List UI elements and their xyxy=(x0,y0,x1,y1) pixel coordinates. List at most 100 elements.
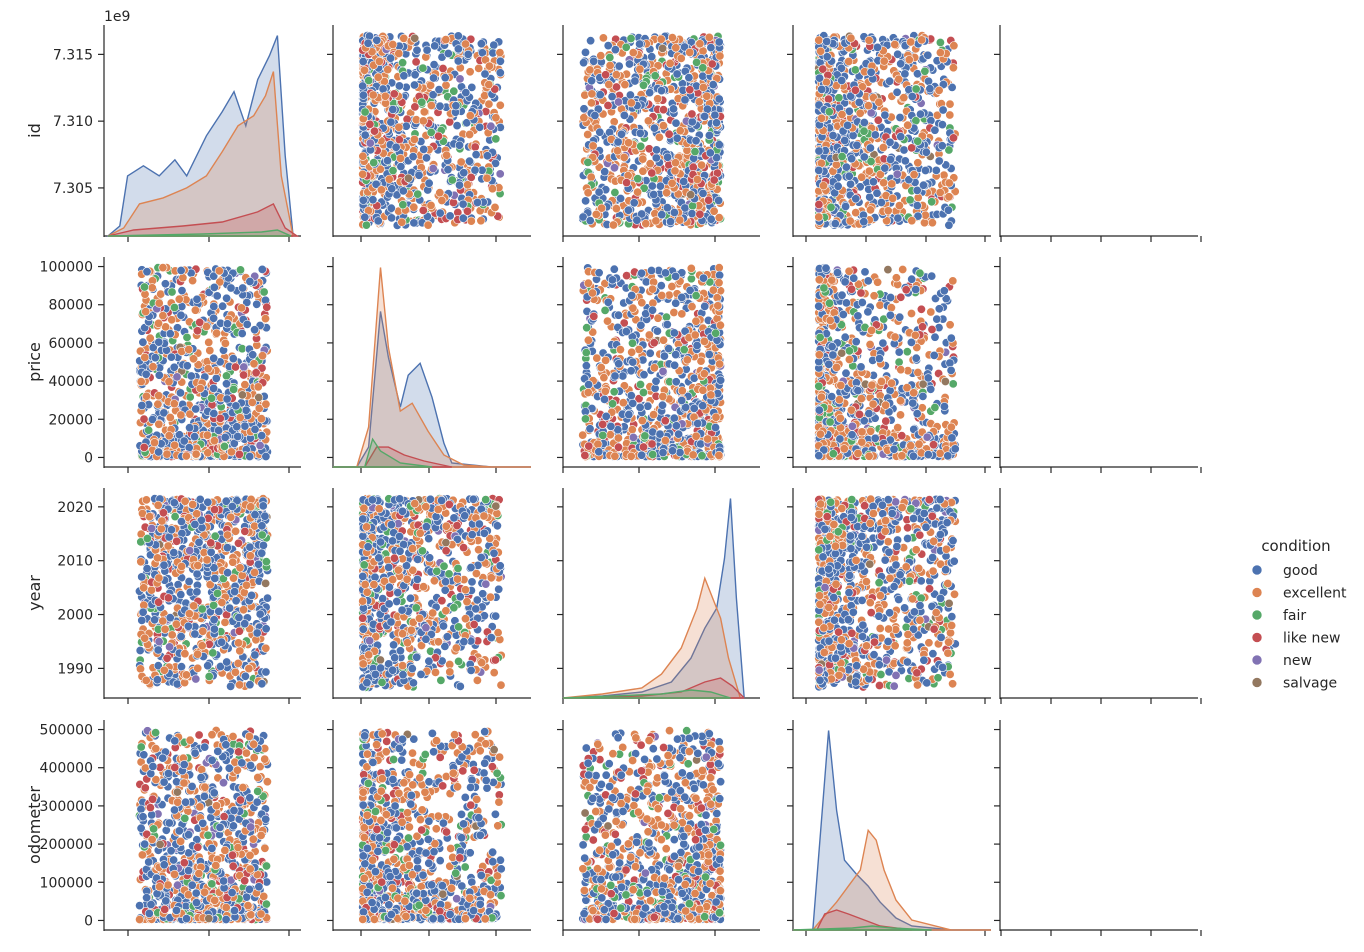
scatter-point xyxy=(620,111,628,119)
panel-r1-c0 xyxy=(98,257,301,473)
scatter-point xyxy=(614,443,622,451)
scatter-point xyxy=(881,111,889,119)
scatter-point xyxy=(144,426,152,434)
scatter-point xyxy=(638,299,646,307)
scatter-point xyxy=(582,362,590,370)
scatter-point xyxy=(659,448,667,456)
scatter-point xyxy=(207,394,215,402)
scatter-point xyxy=(210,283,218,291)
scatter-point xyxy=(641,432,649,440)
scatter-point xyxy=(236,266,244,274)
scatter-point xyxy=(229,354,237,362)
scatter-point xyxy=(362,221,370,229)
scatter-point xyxy=(188,276,196,284)
scatter-point xyxy=(949,63,957,71)
scatter-point xyxy=(666,59,674,67)
scatter-point xyxy=(629,433,637,441)
scatter-point xyxy=(629,358,637,366)
scatter-point xyxy=(387,118,395,126)
scatter-point xyxy=(615,62,623,70)
scatter-point xyxy=(233,423,241,431)
scatter-point xyxy=(855,98,863,106)
scatter-point xyxy=(644,117,652,125)
scatter-point xyxy=(639,81,647,89)
scatter-point xyxy=(671,272,679,280)
scatter-point xyxy=(471,166,479,174)
scatter-point xyxy=(608,92,616,100)
scatter-point xyxy=(699,189,707,197)
scatter-point xyxy=(619,372,627,380)
scatter-point xyxy=(672,422,680,430)
scatter-point xyxy=(652,146,660,154)
scatter-point xyxy=(603,317,611,325)
scatter-point xyxy=(258,431,266,439)
scatter-point xyxy=(422,154,430,162)
scatter-point xyxy=(897,60,905,68)
scatter-point xyxy=(610,164,618,172)
scatter-point xyxy=(659,122,667,130)
scatter-point xyxy=(387,214,395,222)
scatter-point xyxy=(209,384,217,392)
scatter-point xyxy=(257,415,265,423)
scatter-point xyxy=(409,152,417,160)
scatter-point xyxy=(191,306,199,314)
scatter-point xyxy=(680,177,688,185)
scatter-point xyxy=(223,395,231,403)
scatter-point xyxy=(688,118,696,126)
scatter-point xyxy=(615,360,623,368)
scatter-point xyxy=(154,448,162,456)
scatter-point xyxy=(581,48,589,56)
scatter-point xyxy=(374,73,382,81)
scatter-point xyxy=(625,60,633,68)
scatter-point xyxy=(582,348,590,356)
scatter-point xyxy=(866,340,874,348)
scatter-point xyxy=(419,64,427,72)
scatter-point xyxy=(838,152,846,160)
scatter-point xyxy=(588,90,596,98)
scatter-point xyxy=(650,190,658,198)
scatter-point xyxy=(599,34,607,42)
scatter-point xyxy=(438,196,446,204)
scatter-point xyxy=(672,119,680,127)
scatter-point xyxy=(920,219,928,227)
scatter-point xyxy=(921,166,929,174)
scatter-point xyxy=(705,33,713,41)
scatter-point xyxy=(210,409,218,417)
scatter-point xyxy=(472,150,480,158)
scatter-point xyxy=(415,171,423,179)
scatter-point xyxy=(170,303,178,311)
scatter-point xyxy=(696,210,704,218)
scatter-point xyxy=(252,369,260,377)
scatter-point xyxy=(204,449,212,457)
scatter-point xyxy=(496,101,504,109)
scatter-point xyxy=(611,372,619,380)
scatter-point xyxy=(614,311,622,319)
scatter-point xyxy=(686,86,694,94)
scatter-point xyxy=(606,61,614,69)
scatter-point xyxy=(873,189,881,197)
scatter-point xyxy=(241,381,249,389)
scatter-point xyxy=(419,117,427,125)
scatter-point xyxy=(610,265,618,273)
scatter-point xyxy=(913,201,921,209)
scatter-point xyxy=(693,175,701,183)
scatter-point xyxy=(142,307,150,315)
scatter-point xyxy=(949,380,957,388)
scatter-point xyxy=(715,213,723,221)
panel-grid xyxy=(98,25,1201,936)
scatter-point xyxy=(628,291,636,299)
scatter-point xyxy=(584,336,592,344)
scatter-point xyxy=(222,372,230,380)
scatter-point xyxy=(705,131,713,139)
scatter-point xyxy=(691,331,699,339)
scatter-point xyxy=(815,74,823,82)
scatter-point xyxy=(155,392,163,400)
scatter-point xyxy=(845,57,853,65)
scatter-point xyxy=(699,386,707,394)
scatter-point xyxy=(657,86,665,94)
scatter-point xyxy=(590,312,598,320)
scatter-point xyxy=(220,442,228,450)
scatter-point xyxy=(150,438,158,446)
scatter-point xyxy=(871,131,879,139)
scatter-point xyxy=(601,387,609,395)
